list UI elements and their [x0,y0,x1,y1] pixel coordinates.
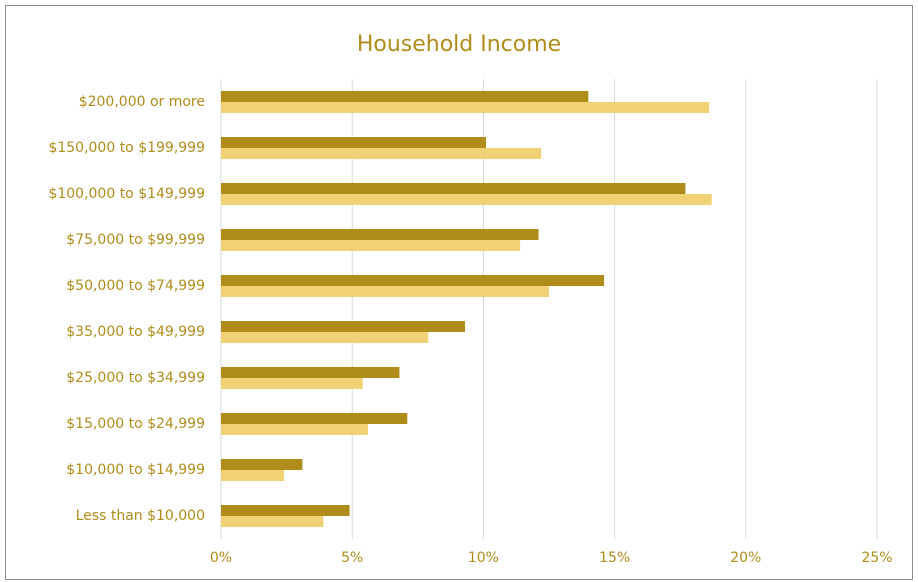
bar [221,332,429,343]
bar [221,413,408,424]
bar [221,194,712,205]
bar [221,91,589,102]
bar [221,102,710,113]
bar [221,137,487,148]
y-tick-label: $200,000 or more [79,94,205,110]
y-tick-label: Less than $10,000 [76,508,205,524]
bar [221,321,466,332]
bar [221,229,539,240]
bar [221,275,605,286]
y-tick-label: $100,000 to $149,999 [48,186,205,202]
x-tick-label: 20% [730,550,761,566]
y-tick-label: $75,000 to $99,999 [66,232,205,248]
x-tick-label: 10% [468,550,499,566]
y-tick-label: $35,000 to $49,999 [66,324,205,340]
bar [221,505,350,516]
bar [221,367,400,378]
y-tick-label: $150,000 to $199,999 [48,140,205,156]
x-tick-label: 0% [210,550,232,566]
x-tick-label: 5% [341,550,363,566]
x-tick-label: 25% [861,550,892,566]
x-tick-label: 15% [599,550,630,566]
bar [221,459,303,470]
bar [221,470,284,481]
bar [221,424,368,435]
y-tick-label: $15,000 to $24,999 [66,416,205,432]
chart-title: Household Income [357,32,561,57]
bar [221,516,324,527]
bar [221,240,521,251]
y-tick-label: $10,000 to $14,999 [66,462,205,478]
bar [221,183,686,194]
y-tick-label: $25,000 to $34,999 [66,370,205,386]
bar [221,286,549,297]
bar [221,378,363,389]
bar [221,148,542,159]
y-tick-label: $50,000 to $74,999 [66,278,205,294]
